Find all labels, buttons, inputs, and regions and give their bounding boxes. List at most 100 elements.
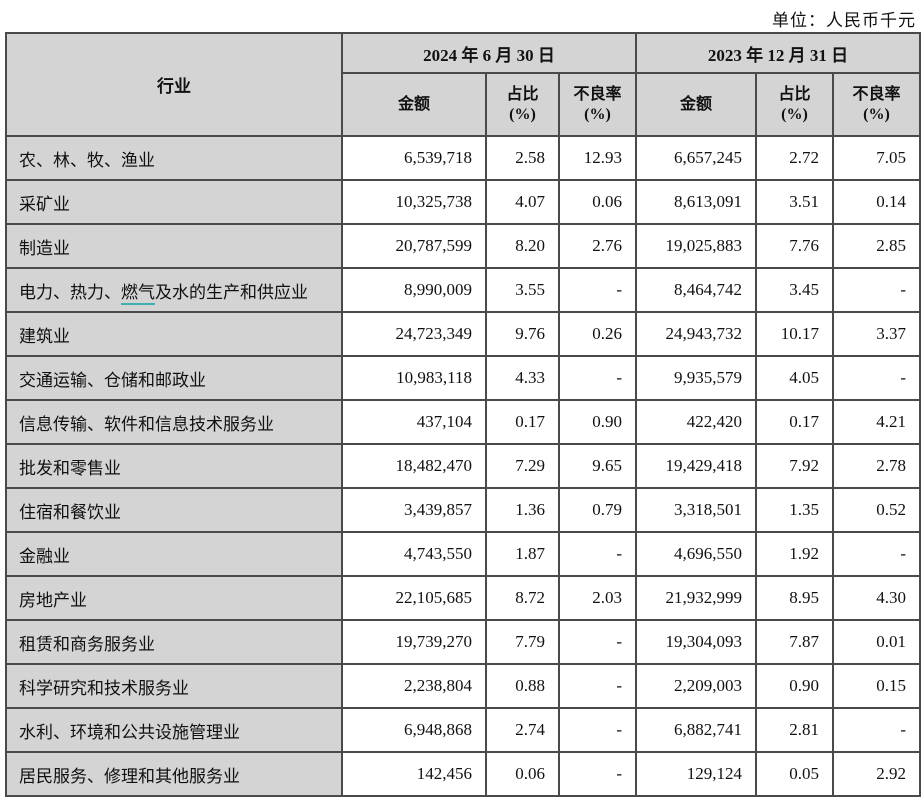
table-header: 行业 2024 年 6 月 30 日 2023 年 12 月 31 日 金额 占…	[5, 32, 922, 137]
npl-2024-cell: 0.90	[558, 399, 637, 445]
subheader-row: 金额 占比 (%) 不良率 (%) 金额 占比 (%) 不良率 (%)	[6, 72, 922, 137]
amount-2023-cell: 19,304,093	[635, 619, 757, 665]
percent-unit-label: (%)	[509, 105, 536, 123]
share-2024-cell: 1.36	[485, 487, 560, 533]
amount-2023-cell: 9,935,579	[635, 355, 757, 401]
amount-2023-cell: 8,613,091	[635, 179, 757, 225]
table-row: 批发和零售业 18,482,470 7.29 9.65 19,429,418 7.92 2.…	[5, 443, 922, 489]
amount-2024-cell: 20,787,599	[341, 223, 487, 269]
industry-cell: 交通运输、仓储和邮政业	[5, 355, 343, 401]
share-2024-cell: 0.06	[485, 751, 560, 797]
percent-unit-label: (%)	[781, 105, 808, 123]
npl-2024-cell: 9.65	[558, 443, 637, 489]
period-header-2023: 2023 年 12 月 31 日	[634, 32, 922, 74]
share-2024-cell: 4.07	[485, 179, 560, 225]
table-row: 电力、热力、燃气及水的生产和供应业 8,990,009 3.55-8,464,742…	[5, 267, 922, 313]
share-2023-cell: 7.87	[755, 619, 834, 665]
industry-cell: 农、林、牧、渔业	[5, 135, 343, 181]
amount-2023-cell: 6,882,741	[635, 707, 757, 753]
percent-unit-label: (%)	[584, 105, 611, 123]
industry-column-header: 行业	[5, 32, 343, 137]
npl-2023-cell: 2.92	[831, 751, 922, 797]
amount-2023-cell: 4,696,550	[635, 531, 757, 577]
npl-2024-cell: -	[558, 619, 637, 665]
npl-2023-cell: 0.15	[831, 663, 922, 709]
amount-2023-cell: 19,025,883	[635, 223, 757, 269]
amount-2024-cell: 10,325,738	[341, 179, 487, 225]
npl-2023-cell: 2.85	[831, 223, 922, 269]
table-row: 制造业 20,787,599 8.20 2.76 19,025,883 7.76 2.85	[5, 223, 922, 269]
amount-2024-cell: 2,238,804	[341, 663, 487, 709]
industry-cell: 金融业	[5, 531, 343, 577]
industry-cell: 水利、环境和公共设施管理业	[5, 707, 343, 753]
table-row: 采矿业 10,325,738 4.07 0.06 8,613,091 3.51 0.14	[5, 179, 922, 225]
npl-2024-cell: -	[558, 355, 637, 401]
npl-2023-cell: 0.01	[831, 619, 922, 665]
share-2024-cell: 0.17	[485, 399, 560, 445]
npl-2024-cell: -	[558, 663, 637, 709]
amount-2024-cell: 24,723,349	[341, 311, 487, 357]
col-header-amount-2024: 金额	[341, 72, 487, 137]
share-2024-cell: 7.29	[485, 443, 560, 489]
amount-2024-cell: 22,105,685	[341, 575, 487, 621]
amount-2024-cell: 19,739,270	[341, 619, 487, 665]
npl-2023-cell: 0.52	[831, 487, 922, 533]
col-header-amount-2023: 金额	[635, 72, 757, 137]
npl-2023-cell: 4.30	[831, 575, 922, 621]
share-2024-cell: 9.76	[485, 311, 560, 357]
npl-label: 不良率	[573, 85, 622, 103]
npl-2023-cell: -	[831, 707, 922, 753]
npl-2023-cell: 2.78	[831, 443, 922, 489]
npl-2023-cell: 3.37	[831, 311, 922, 357]
col-header-share-2023: 占比 (%)	[755, 72, 834, 137]
period-header-row: 行业 2024 年 6 月 30 日 2023 年 12 月 31 日	[5, 32, 922, 137]
table-row: 水利、环境和公共设施管理业 6,948,868 2.74-6,882,741 2.81…	[5, 707, 922, 753]
amount-2023-cell: 19,429,418	[635, 443, 757, 489]
amount-2024-cell: 10,983,118	[341, 355, 487, 401]
amount-2023-cell: 3,318,501	[635, 487, 757, 533]
share-2023-cell: 4.05	[755, 355, 834, 401]
share-label: 占比	[506, 85, 539, 103]
npl-2023-cell: -	[831, 531, 922, 577]
industry-cell: 居民服务、修理和其他服务业	[5, 751, 343, 797]
col-header-npl-2024: 不良率 (%)	[558, 72, 637, 137]
industry-cell: 采矿业	[5, 179, 343, 225]
share-2023-cell: 7.76	[755, 223, 834, 269]
table-row: 科学研究和技术服务业 2,238,804 0.88-2,209,003 0.90 0.1…	[5, 663, 922, 709]
period-header-2024: 2024 年 6 月 30 日	[341, 32, 637, 74]
amount-2024-cell: 437,104	[341, 399, 487, 445]
amount-label: 金额	[397, 95, 430, 113]
share-2023-cell: 10.17	[755, 311, 834, 357]
table-row: 居民服务、修理和其他服务业 142,456 0.06-129,124 0.05 2.92	[5, 751, 922, 797]
npl-2024-cell: -	[558, 707, 637, 753]
amount-2024-cell: 3,439,857	[341, 487, 487, 533]
share-2023-cell: 0.17	[755, 399, 834, 445]
npl-2023-cell: 4.21	[831, 399, 922, 445]
table-row: 信息传输、软件和信息技术服务业 437,104 0.17 0.90 422,420 0.1…	[5, 399, 922, 445]
industry-cell: 电力、热力、燃气及水的生产和供应业	[5, 267, 343, 313]
industry-cell: 房地产业	[5, 575, 343, 621]
amount-2024-cell: 8,990,009	[341, 267, 487, 313]
col-header-npl-2023: 不良率 (%)	[831, 72, 922, 137]
share-2024-cell: 4.33	[485, 355, 560, 401]
amount-2023-cell: 2,209,003	[635, 663, 757, 709]
amount-2024-cell: 4,743,550	[341, 531, 487, 577]
share-2024-cell: 7.79	[485, 619, 560, 665]
industry-cell: 租赁和商务服务业	[5, 619, 343, 665]
share-2023-cell: 1.92	[755, 531, 834, 577]
amount-2023-cell: 422,420	[635, 399, 757, 445]
npl-2023-cell: 0.14	[831, 179, 922, 225]
percent-unit-label: (%)	[863, 105, 890, 123]
share-2023-cell: 2.72	[755, 135, 834, 181]
table-row: 交通运输、仓储和邮政业 10,983,118 4.33-9,935,579 4.05-	[5, 355, 922, 401]
industry-cell: 制造业	[5, 223, 343, 269]
npl-2023-cell: -	[831, 355, 922, 401]
amount-2023-cell: 24,943,732	[635, 311, 757, 357]
share-2024-cell: 2.58	[485, 135, 560, 181]
npl-label: 不良率	[852, 85, 901, 103]
table-row: 金融业 4,743,550 1.87-4,696,550 1.92-	[5, 531, 922, 577]
amount-label: 金额	[679, 95, 712, 113]
industry-cell: 批发和零售业	[5, 443, 343, 489]
industry-cell: 住宿和餐饮业	[5, 487, 343, 533]
amount-2023-cell: 21,932,999	[635, 575, 757, 621]
